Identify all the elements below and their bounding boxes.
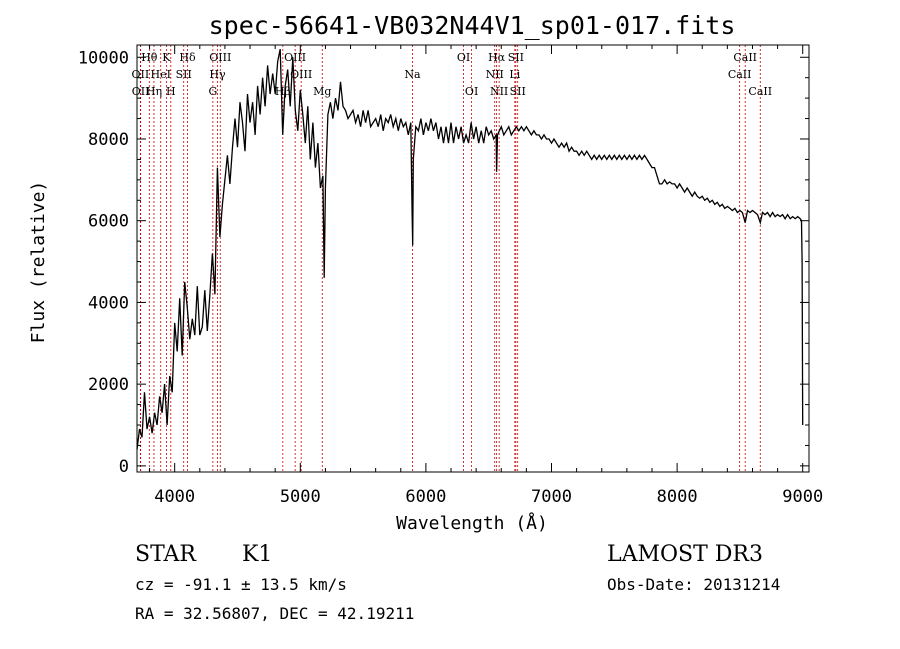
marker-label-8: Hδ xyxy=(179,51,196,64)
marker-label-15: Mg xyxy=(313,85,331,98)
marker-label-14: Hβ xyxy=(275,85,291,98)
marker-label-10: Hγ xyxy=(209,68,226,81)
marker-label-22: Li xyxy=(509,68,520,81)
marker-label-27: CaII xyxy=(748,85,772,98)
marker-label-4: K xyxy=(162,51,171,64)
x-tick-label-1: 5000 xyxy=(280,487,321,507)
x-tick-label-4: 8000 xyxy=(657,487,698,507)
y-tick-label-5: 10000 xyxy=(78,48,129,68)
spectral-line-markers xyxy=(139,45,761,472)
coordinates: RA = 32.56807, DEC = 42.19211 xyxy=(135,604,414,623)
marker-label-7: H xyxy=(166,85,176,98)
spectrum-line-0 xyxy=(136,48,804,450)
object-subclass: K1 xyxy=(242,542,272,567)
marker-label-23: NII xyxy=(490,85,508,98)
plot-frame xyxy=(136,44,810,473)
survey-name: LAMOST DR3 xyxy=(607,542,763,567)
x-axis-label: Wavelength (Å) xyxy=(396,512,548,534)
marker-label-21: NII xyxy=(486,68,504,81)
marker-label-26: CaII xyxy=(728,68,752,81)
x-axis: 4000 5000 6000 7000 8000 9000 xyxy=(149,45,823,507)
obs-date: Obs-Date: 20131214 xyxy=(607,575,780,594)
spectrum-series xyxy=(136,48,804,450)
marker-label-19: Hα xyxy=(488,51,506,64)
x-tick-label-3: 7000 xyxy=(531,487,572,507)
marker-label-24: SII xyxy=(510,85,526,98)
y-tick-label-2: 4000 xyxy=(88,293,129,313)
marker-label-12: OIII xyxy=(284,51,306,64)
marker-label-17: OI xyxy=(457,51,470,64)
y-tick-label-1: 2000 xyxy=(88,375,129,395)
marker-label-5: HeI xyxy=(151,68,171,81)
y-axis: 0 2000 4000 6000 8000 10000 xyxy=(78,48,809,477)
marker-label-2: OII xyxy=(132,85,150,98)
marker-label-1: OII xyxy=(132,68,150,81)
y-tick-label-0: 0 xyxy=(119,457,129,477)
y-tick-label-3: 6000 xyxy=(88,212,129,232)
y-tick-label-4: 8000 xyxy=(88,130,129,150)
marker-label-0: Hθ xyxy=(141,51,158,64)
x-tick-label-2: 6000 xyxy=(405,487,446,507)
y-axis-label: Flux (relative) xyxy=(28,181,49,344)
marker-label-9: OIII xyxy=(209,51,231,64)
marker-label-11: G xyxy=(208,85,217,98)
marker-label-25: CaII xyxy=(733,51,757,64)
marker-label-20: SII xyxy=(508,51,524,64)
x-tick-label-5: 9000 xyxy=(782,487,823,507)
marker-label-3: Hη xyxy=(146,85,162,98)
redshift-readout: cz = -91.1 ± 13.5 km/s xyxy=(135,575,347,594)
object-class: STAR xyxy=(135,542,197,567)
marker-label-18: OI xyxy=(465,85,478,98)
marker-label-16: Na xyxy=(404,68,421,81)
marker-label-6: SII xyxy=(176,68,192,81)
x-tick-label-0: 4000 xyxy=(154,487,195,507)
marker-label-13: OIII xyxy=(290,68,312,81)
chart-title: spec-56641-VB032N44V1_sp01-017.fits xyxy=(209,11,736,40)
